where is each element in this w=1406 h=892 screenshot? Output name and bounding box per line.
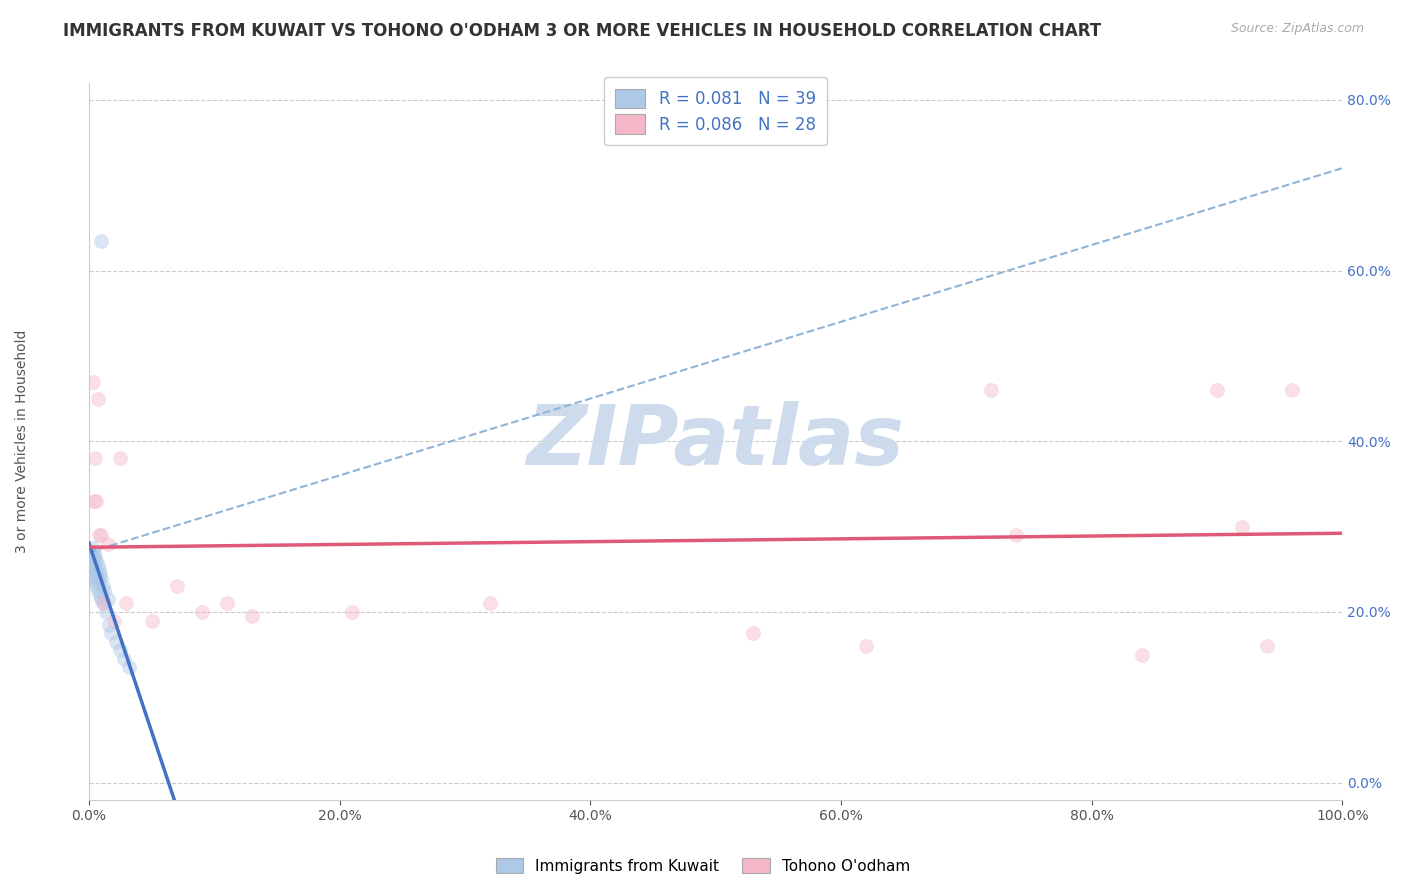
Point [80,558,103,572]
Legend: Immigrants from Kuwait, Tohono O'odham: Immigrants from Kuwait, Tohono O'odham [489,852,917,880]
Point [84,562,107,576]
Point [87,562,110,576]
Point [82,562,104,576]
Point [79,545,101,559]
Point [86,566,108,581]
Point [1005,528,1028,542]
Point [742,626,765,640]
Point [87,575,110,590]
Point [112,652,135,666]
Point [855,639,877,653]
Point [91,597,114,611]
Point [1281,383,1303,397]
Point [82,375,104,389]
Legend: R = 0.081   N = 39, R = 0.086   N = 28: R = 0.081 N = 39, R = 0.086 N = 28 [603,77,828,145]
Point [86,392,108,406]
Point [83,545,105,559]
Point [105,635,128,649]
Point [108,451,131,466]
Text: Source: ZipAtlas.com: Source: ZipAtlas.com [1230,22,1364,36]
Point [89,566,111,581]
Point [90,592,112,607]
Point [83,494,105,508]
Point [93,583,115,598]
Point [108,643,131,657]
Point [1256,639,1278,653]
Point [90,571,112,585]
Point [1230,519,1253,533]
Point [240,609,263,624]
Y-axis label: 3 or more Vehicles in Household: 3 or more Vehicles in Household [15,330,30,553]
Point [83,558,105,572]
Point [340,605,363,619]
Point [90,528,112,542]
Point [84,451,107,466]
Point [97,537,120,551]
Point [97,617,120,632]
Point [478,597,501,611]
Point [86,583,108,598]
Point [93,597,115,611]
Point [80,566,103,581]
Point [82,541,104,555]
Text: ZIPatlas: ZIPatlas [527,401,904,482]
Point [82,549,104,564]
Point [86,571,108,585]
Point [82,554,104,568]
Point [141,614,163,628]
Point [89,588,111,602]
Point [91,579,114,593]
Point [83,571,105,585]
Point [215,597,238,611]
Point [84,549,107,564]
Point [100,626,122,640]
Point [87,528,110,542]
Text: IMMIGRANTS FROM KUWAIT VS TOHONO O'ODHAM 3 OR MORE VEHICLES IN HOUSEHOLD CORRELA: IMMIGRANTS FROM KUWAIT VS TOHONO O'ODHAM… [63,22,1101,40]
Point [86,494,108,508]
Point [86,554,108,568]
Point [1130,648,1153,662]
Point [118,660,141,674]
Point [115,597,138,611]
Point [1206,383,1229,397]
Point [166,579,188,593]
Point [90,234,112,248]
Point [86,558,108,572]
Point [103,614,125,628]
Point [980,383,1002,397]
Point [96,605,118,619]
Point [79,554,101,568]
Point [97,592,120,607]
Point [190,605,212,619]
Point [86,579,108,593]
Point [84,575,107,590]
Point [80,545,103,559]
